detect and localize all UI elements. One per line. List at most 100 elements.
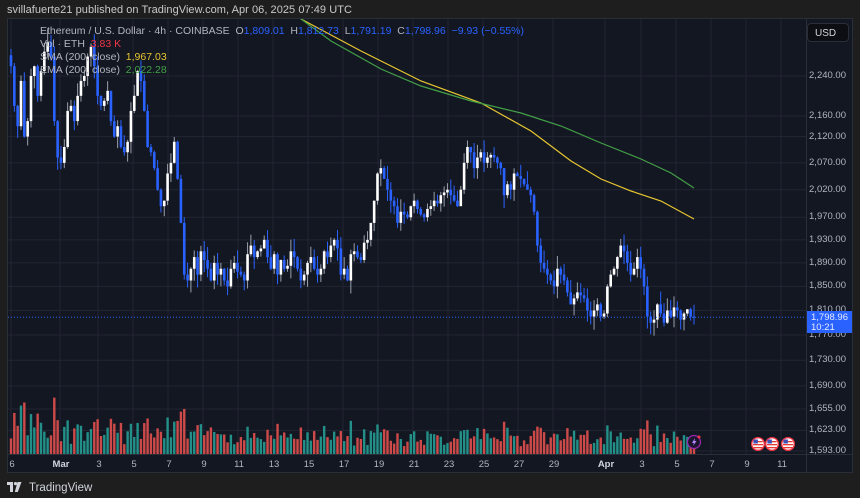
low-value: 1,791.19 [350, 25, 392, 37]
volume-bar [186, 438, 189, 454]
volume-bar [352, 445, 356, 454]
candle-down [402, 211, 406, 215]
candle-down [252, 245, 256, 258]
symbol-ohlc-row[interactable]: Ethereum / U.S. Dollar · 4h · COINBASE O… [40, 25, 524, 38]
candle-up [219, 268, 223, 275]
volume-bar [406, 441, 409, 454]
candle-down [579, 292, 583, 296]
candle-down [526, 184, 529, 190]
candle-down [216, 262, 219, 275]
time-tick-label: 15 [303, 459, 315, 470]
candle-up [592, 310, 596, 317]
flag-stripe [753, 444, 763, 446]
volume-bar [562, 439, 566, 454]
bar-countdown: 10:21 [811, 322, 835, 334]
volume-bar [416, 441, 419, 454]
volume-bar [616, 436, 619, 454]
candle-up [352, 251, 356, 255]
candle-up [446, 189, 449, 193]
candle-down [49, 42, 53, 57]
volume-bar [283, 432, 286, 454]
time-tick-label: 23 [443, 459, 455, 470]
candle-down [99, 95, 103, 106]
volume-bar [292, 438, 296, 454]
volume-label[interactable]: Vol · ETH [40, 38, 85, 50]
candle-up [369, 222, 373, 240]
candle-down [552, 280, 556, 287]
candle-up [596, 304, 599, 311]
candlestick-chart[interactable] [8, 19, 853, 473]
volume-bar [339, 431, 343, 454]
volume-bar [442, 444, 446, 454]
currency-button[interactable]: USD [807, 23, 849, 42]
candle-up [439, 195, 443, 204]
sma-label[interactable]: SMA (200, close) [40, 51, 120, 63]
volume-bar [532, 430, 536, 454]
candle-down [53, 56, 56, 122]
current-price-label: 1,798.96 10:21 [807, 311, 852, 334]
candle-down [266, 239, 269, 258]
candle-down [529, 189, 533, 196]
volume-bar [412, 431, 416, 454]
volume-bar [326, 437, 329, 454]
sma-legend-row[interactable]: SMA (200, close) 1,967.03 [40, 51, 524, 64]
chart-legend: Ethereum / U.S. Dollar · 4h · COINBASE O… [40, 25, 524, 77]
candle-down [346, 268, 349, 281]
candle-up [132, 95, 136, 111]
candle-down [472, 152, 476, 169]
candle-down [639, 257, 642, 269]
volume-bar [592, 442, 596, 454]
candle-up [79, 80, 83, 96]
tradingview-logo-text: TradingView [29, 482, 93, 494]
flag-stripe [783, 447, 793, 449]
candle-up [632, 268, 636, 275]
volume-legend-row[interactable]: Vol · ETH 3.83 K [40, 38, 524, 51]
candle-down [269, 257, 273, 269]
candle-down [209, 268, 213, 281]
volume-bar [79, 425, 83, 454]
ema-legend-row[interactable]: EMA (200, close) 2,022.28 [40, 64, 524, 77]
candle-down [222, 268, 226, 281]
candle-up [379, 168, 383, 174]
open-label: O [235, 25, 244, 37]
volume-bar [56, 420, 59, 454]
candle-up [129, 110, 133, 142]
open-value: 1,809.01 [243, 25, 285, 37]
candle-up [602, 313, 606, 317]
candle-up [192, 257, 196, 269]
ema-label[interactable]: EMA (200, close) [40, 64, 120, 76]
candle-up [332, 239, 336, 246]
chart-pane[interactable]: Ethereum / U.S. Dollar · 4h · COINBASE O… [7, 18, 853, 473]
candle-down [582, 295, 586, 299]
symbol-title[interactable]: Ethereum / U.S. Dollar · 4h · COINBASE [40, 25, 230, 37]
candle-up [409, 206, 413, 218]
candle-up [82, 76, 86, 81]
volume-bar [76, 424, 79, 454]
volume-bar [379, 432, 383, 454]
candle-up [199, 251, 203, 275]
volume-bar [103, 434, 106, 454]
candle-down [542, 262, 546, 269]
candle-down [109, 90, 113, 122]
time-tick-label: 3 [96, 459, 102, 470]
candle-up [466, 146, 469, 163]
volume-bar [572, 430, 576, 454]
volume-bar [362, 429, 366, 454]
time-tick-label: 3 [639, 459, 645, 470]
candle-up [246, 254, 249, 281]
volume-bar [183, 408, 186, 454]
candle-down [562, 274, 566, 281]
volume-bar [59, 441, 63, 454]
candle-up [33, 66, 36, 76]
volume-bar [276, 423, 279, 454]
volume-bar [316, 439, 319, 454]
candle-up [102, 100, 106, 106]
time-tick-label: 5 [674, 459, 680, 470]
volume-bar [492, 437, 496, 454]
candle-down [389, 189, 393, 201]
tradingview-logo[interactable]: TradingView [7, 481, 92, 495]
volume-bar [582, 434, 586, 454]
volume-bar [499, 441, 502, 454]
volume-bar [13, 412, 16, 454]
volume-bar [243, 440, 246, 454]
